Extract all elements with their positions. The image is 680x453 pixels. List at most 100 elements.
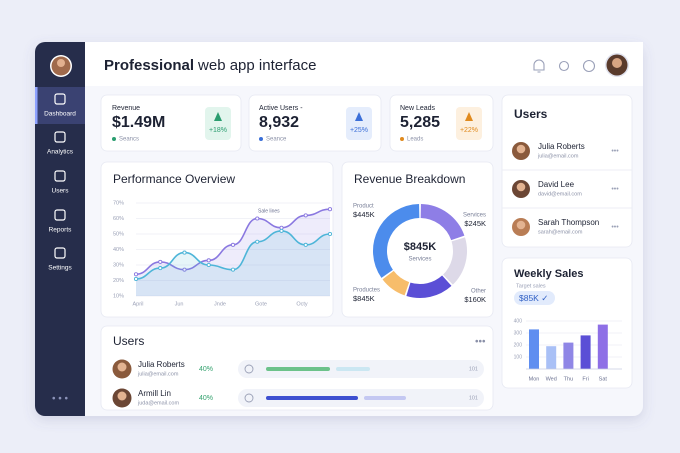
- chart-legend: Sale lines: [258, 208, 280, 214]
- more-button[interactable]: •••: [611, 186, 619, 193]
- title-bold: Professional: [104, 57, 194, 74]
- x-tick-label: Thu: [564, 376, 573, 382]
- donut-center-value: $845K: [404, 241, 436, 253]
- donut-label-value: $845K: [353, 294, 375, 303]
- bar: [580, 335, 591, 369]
- kpi-badge-icon: [214, 112, 222, 121]
- donut-label-name: Other: [471, 289, 486, 295]
- kpi-badge-icon: [465, 112, 473, 121]
- line-area: [136, 230, 330, 296]
- line-point: [255, 216, 260, 221]
- nav-label[interactable]: Analytics: [47, 149, 74, 156]
- kpi-label: New Leads: [400, 105, 436, 112]
- donut-label-value: $445K: [353, 210, 375, 219]
- y-tick-label: 40%: [113, 247, 124, 253]
- line-point: [182, 267, 187, 272]
- bar: [529, 329, 539, 369]
- y-tick-label: 300: [514, 330, 523, 336]
- kpi-badge: [205, 107, 231, 140]
- more-button[interactable]: •••: [611, 148, 619, 155]
- user-email: sarah@email.com: [538, 229, 583, 235]
- line-point: [133, 276, 139, 282]
- nav-icon[interactable]: [54, 170, 66, 182]
- sidebar-more[interactable]: • • •: [52, 394, 69, 405]
- line-point: [158, 266, 163, 271]
- y-tick-label: 20%: [113, 278, 124, 284]
- progress-icon: [244, 393, 254, 403]
- line-point: [182, 250, 187, 255]
- avatar-face: [516, 220, 526, 230]
- kpi-sub-icon: [259, 137, 263, 141]
- account-icon[interactable]: [582, 59, 596, 73]
- progress-bar: [266, 396, 358, 400]
- user-avatar-face: [612, 58, 622, 68]
- user-email: julia@email.com: [137, 371, 179, 377]
- progress-count: 101: [469, 395, 478, 401]
- progress-bar: [266, 367, 330, 371]
- line-point: [279, 228, 284, 233]
- kpi-label: Revenue: [112, 105, 140, 112]
- avatar-face: [516, 182, 526, 192]
- y-tick-label: 400: [514, 318, 523, 324]
- sales-badge: [514, 291, 555, 305]
- kpi-badge: [346, 107, 372, 140]
- title-rest: web app interface: [197, 57, 316, 74]
- line-point: [230, 242, 236, 247]
- users-list-card: [501, 94, 633, 248]
- user-name: Julia Roberts: [138, 360, 185, 369]
- donut-segment: [373, 204, 420, 278]
- page-title: Professional web app interface: [104, 57, 316, 74]
- user-percent: 40%: [199, 366, 213, 373]
- y-tick-label: 10%: [113, 293, 124, 299]
- more-button[interactable]: •••: [475, 337, 486, 348]
- nav-label[interactable]: Dashboard: [44, 111, 76, 118]
- donut-label-value: $160K: [464, 295, 486, 304]
- nav-label[interactable]: Reports: [49, 227, 73, 234]
- donut-segment: [382, 270, 410, 296]
- user-email: david@email.com: [538, 191, 582, 197]
- kpi-badge: [456, 107, 482, 140]
- progress-count: 101: [469, 366, 478, 372]
- card-subtitle: Target sales: [516, 283, 546, 289]
- line-point: [230, 267, 236, 272]
- notification-icon[interactable]: [533, 59, 545, 73]
- nav-label[interactable]: Users: [52, 188, 70, 195]
- top-bar: [85, 42, 643, 86]
- settings-icon[interactable]: [558, 60, 570, 72]
- more-button[interactable]: •••: [611, 224, 619, 231]
- x-tick-label: Sat: [599, 376, 608, 382]
- avatar-face: [117, 362, 127, 372]
- user-name: Armill Lin: [138, 389, 171, 398]
- nav-icon[interactable]: [54, 247, 66, 259]
- y-tick-label: 70%: [113, 200, 124, 206]
- line-point: [303, 213, 308, 218]
- donut-segment: [442, 237, 467, 285]
- card-title: Weekly Sales: [514, 268, 584, 280]
- line-point: [206, 262, 211, 268]
- kpi-sub: Seance: [266, 137, 287, 143]
- sidebar-active: [35, 87, 85, 124]
- card-title: Performance Overview: [113, 172, 235, 186]
- donut-label-name: Product: [353, 204, 374, 210]
- line-point: [133, 272, 139, 277]
- kpi-badge-icon: [355, 112, 363, 121]
- donut-segment: [420, 204, 465, 241]
- nav-icon[interactable]: [54, 131, 66, 143]
- nav-label[interactable]: Settings: [48, 265, 72, 272]
- line-point: [158, 259, 163, 264]
- kpi-value: 5,285: [400, 114, 440, 131]
- bar: [597, 324, 608, 369]
- sales-badge-text: $85K ✓: [519, 293, 548, 303]
- logo-avatar-face: [57, 59, 65, 67]
- x-tick-label: April: [132, 301, 143, 307]
- x-tick-label: Mon: [529, 376, 540, 382]
- nav-icon[interactable]: [54, 93, 66, 105]
- kpi-value: 8,932: [259, 114, 299, 131]
- nav-icon[interactable]: [54, 209, 66, 221]
- x-tick-label: Gote: [255, 301, 267, 307]
- x-tick-label: Wed: [546, 376, 557, 382]
- user-percent: 40%: [199, 395, 213, 402]
